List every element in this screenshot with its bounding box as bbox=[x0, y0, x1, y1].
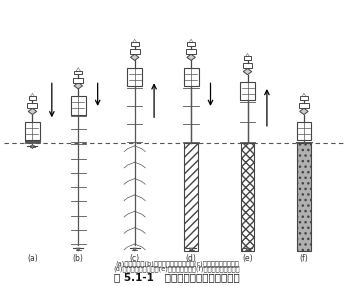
Bar bbox=[29, 96, 36, 100]
Bar bbox=[184, 67, 199, 86]
Text: (a)定位下沉；(b)沉入到设计要求深度；(c)第一次提升喷浆搅拌: (a)定位下沉；(b)沉入到设计要求深度；(c)第一次提升喷浆搅拌 bbox=[115, 261, 239, 267]
Bar bbox=[130, 49, 139, 54]
Bar bbox=[297, 143, 311, 251]
Bar bbox=[242, 63, 252, 68]
Bar bbox=[28, 103, 38, 108]
Text: (b): (b) bbox=[73, 254, 84, 263]
Bar bbox=[74, 71, 82, 74]
Text: (d): (d) bbox=[185, 254, 196, 263]
Bar bbox=[73, 78, 83, 83]
Text: (f): (f) bbox=[299, 254, 308, 263]
Text: (a): (a) bbox=[27, 254, 38, 263]
Bar bbox=[300, 96, 308, 100]
Polygon shape bbox=[74, 83, 82, 89]
Bar bbox=[71, 96, 86, 114]
Text: (d)原位重复搅拌下沉；(e)提升喷浆搅拌；(f)搅拌完毕形成加固体: (d)原位重复搅拌下沉；(e)提升喷浆搅拌；(f)搅拌完毕形成加固体 bbox=[114, 265, 240, 272]
Polygon shape bbox=[300, 108, 308, 114]
Bar bbox=[241, 143, 254, 251]
Bar bbox=[299, 103, 309, 108]
Polygon shape bbox=[76, 248, 80, 251]
Bar bbox=[187, 42, 195, 46]
Polygon shape bbox=[133, 248, 137, 251]
Bar bbox=[131, 42, 138, 46]
Bar bbox=[297, 122, 312, 140]
Bar bbox=[186, 49, 196, 54]
Polygon shape bbox=[187, 54, 195, 60]
Polygon shape bbox=[243, 68, 252, 75]
Polygon shape bbox=[131, 54, 139, 60]
Text: (c): (c) bbox=[130, 254, 140, 263]
Text: 图 5.1-1   水泥搅拌桩施工程序示意图: 图 5.1-1 水泥搅拌桩施工程序示意图 bbox=[114, 272, 240, 282]
Polygon shape bbox=[189, 248, 193, 251]
Text: (e): (e) bbox=[242, 254, 253, 263]
Polygon shape bbox=[30, 146, 34, 149]
Bar bbox=[244, 56, 251, 60]
Polygon shape bbox=[246, 248, 250, 251]
Bar bbox=[184, 143, 198, 251]
Bar bbox=[240, 82, 255, 100]
Bar bbox=[25, 122, 40, 140]
Bar bbox=[127, 67, 142, 86]
Polygon shape bbox=[28, 108, 37, 114]
